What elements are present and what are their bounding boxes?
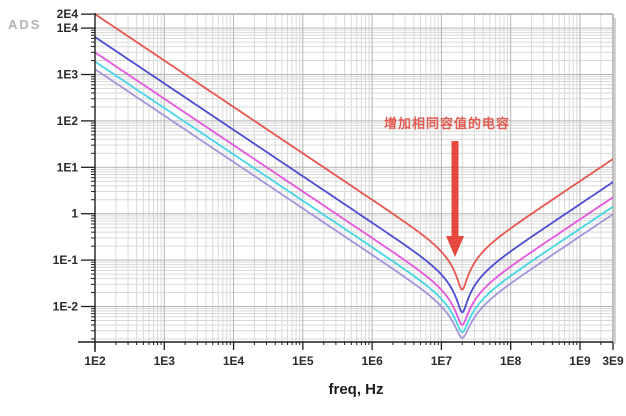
- annotation-arrow-icon: [446, 141, 464, 257]
- x-tick-label: 1E7: [431, 354, 453, 368]
- grid-minor-lines: [95, 14, 613, 342]
- x-axis-title: freq, Hz: [328, 381, 384, 398]
- y-tick-label: 1E1: [57, 160, 79, 174]
- x-tick-label: 1E5: [292, 354, 314, 368]
- y-tick-label: 1: [71, 207, 78, 221]
- y-tick-label: 1E3: [57, 68, 79, 82]
- x-tick-label: 1E6: [361, 354, 383, 368]
- y-tick-label: 1E-2: [53, 300, 79, 314]
- x-tick-label: 1E4: [223, 354, 245, 368]
- x-tick-label: 3E9: [602, 354, 624, 368]
- curve-3: [95, 51, 613, 326]
- x-tick-label: 1E8: [500, 354, 522, 368]
- x-tick-label: 1E9: [569, 354, 591, 368]
- y-tick-label: 1E-1: [53, 253, 79, 267]
- x-tick-label: 1E3: [154, 354, 176, 368]
- ads-logo: ADS: [8, 17, 42, 32]
- curve-4: [95, 60, 613, 334]
- x-tick-label: 1E2: [84, 354, 106, 368]
- plot-frame: [95, 13, 616, 344]
- y-tick-label: 2E4: [57, 7, 79, 21]
- annotation-text: 增加相同容值的电容: [383, 116, 510, 131]
- axes: [78, 13, 613, 352]
- curve-5-bottom: [95, 68, 613, 339]
- y-tick-label: 1E2: [57, 114, 79, 128]
- y-tick-label: 1E4: [57, 21, 79, 35]
- grid-major-lines: [95, 14, 613, 342]
- axis-ticks: [81, 13, 614, 350]
- curve-2: [95, 36, 613, 314]
- curves: [95, 13, 613, 339]
- curve-1-top: [95, 13, 613, 291]
